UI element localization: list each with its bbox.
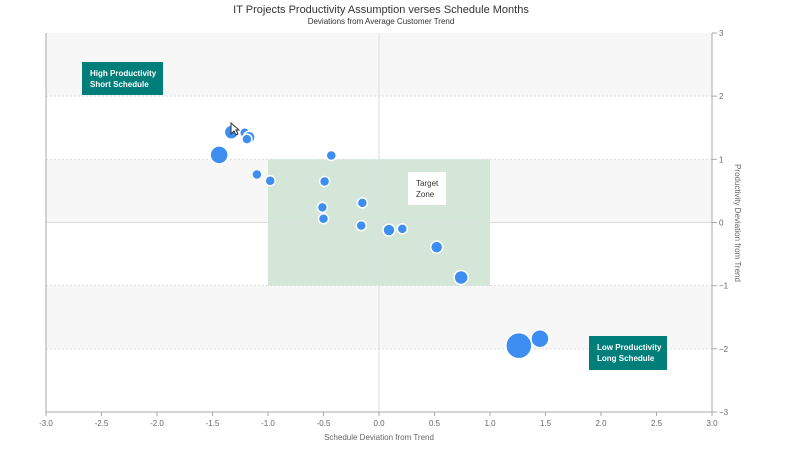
data-point (318, 175, 331, 188)
data-point (396, 223, 409, 235)
data-point (209, 145, 229, 165)
callout-text: High Productivity (90, 69, 157, 78)
y-tick-label: −3 (719, 408, 729, 417)
x-tick-label: -3.0 (39, 419, 53, 428)
data-point (356, 197, 369, 209)
mouse-pointer-icon (230, 122, 240, 136)
target-zone-label-box (408, 172, 446, 205)
chart-title: IT Projects Productivity Assumption vers… (233, 4, 529, 16)
y-axis-label: Productivity Deviation from Trend (733, 164, 742, 282)
data-point (355, 219, 367, 232)
x-tick-label: -1.0 (261, 419, 275, 428)
data-point (316, 201, 329, 214)
x-tick-label: -2.0 (150, 419, 164, 428)
callout-text: Low Productivity (597, 343, 662, 352)
x-tick-label: 2.5 (651, 419, 663, 428)
data-point (382, 223, 396, 237)
y-tick-label: −2 (719, 345, 729, 354)
x-tick-label: -2.5 (95, 419, 109, 428)
callout-text: Long Schedule (597, 354, 655, 363)
target-zone-label: Target (416, 179, 439, 188)
callout-text: Short Schedule (90, 80, 149, 89)
data-point (530, 328, 550, 349)
data-point (264, 175, 276, 187)
chart-subtitle: Deviations from Average Customer Trend (308, 17, 455, 26)
y-tick-label: 1 (719, 155, 724, 164)
data-point (317, 212, 330, 225)
x-tick-label: 3.0 (706, 419, 718, 428)
x-tick-label: -1.5 (206, 419, 220, 428)
y-tick-label: 0 (719, 219, 724, 228)
data-point (453, 269, 469, 286)
data-point (505, 331, 533, 360)
data-point (429, 240, 444, 254)
target-zone-label: Zone (416, 190, 435, 199)
x-tick-label: 1.0 (484, 419, 496, 428)
data-point (325, 149, 338, 162)
callout-box (82, 62, 163, 95)
y-tick-label: 3 (719, 29, 724, 38)
y-tick-label: 2 (719, 92, 724, 101)
callout-box (589, 336, 667, 370)
data-point (251, 168, 263, 181)
x-tick-label: 0.0 (373, 419, 385, 428)
x-tick-label: 2.0 (595, 419, 607, 428)
x-tick-label: 0.5 (429, 419, 441, 428)
x-tick-label: -0.5 (317, 419, 331, 428)
x-axis-label: Schedule Deviation from Trend (324, 433, 434, 442)
x-tick-label: 1.5 (540, 419, 552, 428)
y-tick-label: −1 (719, 282, 729, 291)
data-point (241, 133, 253, 145)
